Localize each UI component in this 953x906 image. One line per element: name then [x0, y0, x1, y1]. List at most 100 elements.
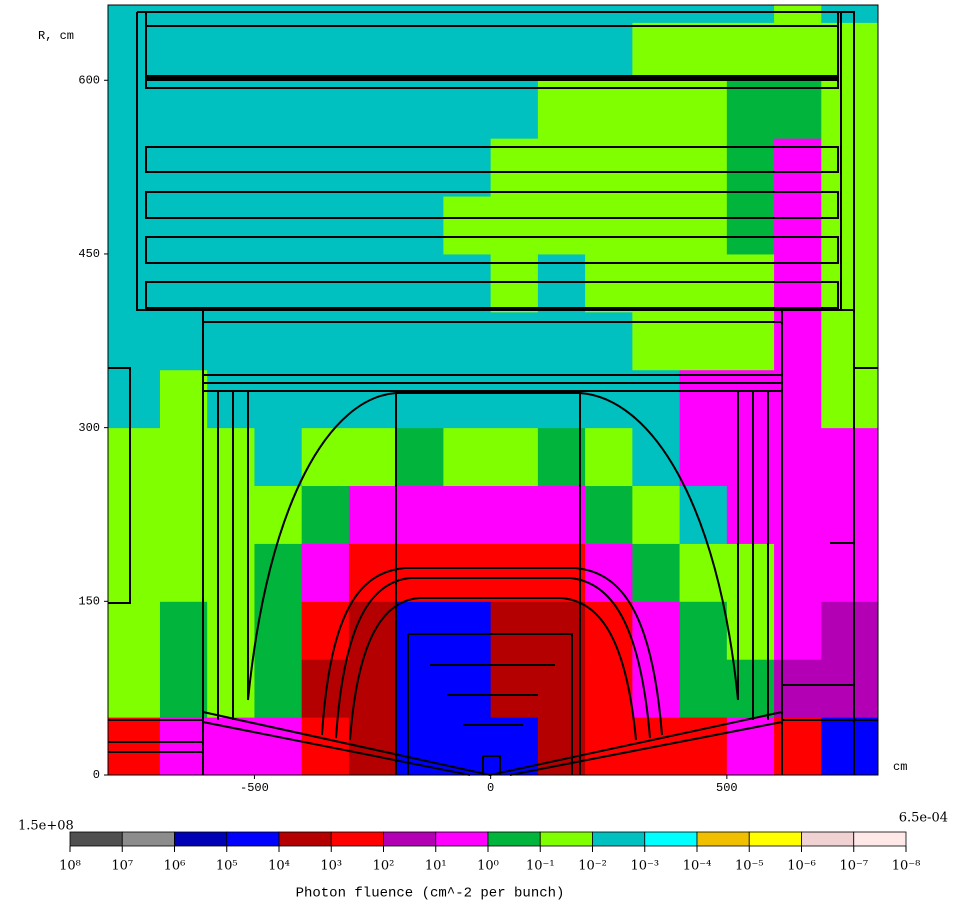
- colorbar: 1.5e+08 6.5e-04 Photon fluence (cm^-2 pe…: [18, 811, 948, 902]
- heatmap-cell: [160, 717, 208, 775]
- heatmap-cell: [585, 428, 633, 486]
- heatmap-cell: [538, 601, 586, 659]
- heatmap-cell: [302, 80, 350, 138]
- heatmap-cell: [108, 370, 160, 428]
- heatmap-cell: [727, 196, 775, 254]
- heatmap-cell: [396, 196, 444, 254]
- heatmap-cell: [680, 80, 728, 138]
- heatmap-cell: [491, 659, 539, 717]
- heatmap-cell: [302, 601, 350, 659]
- y-tick-label: 600: [78, 73, 100, 87]
- colorbar-tick-label: 10¹: [425, 859, 447, 874]
- heatmap-cell: [538, 80, 586, 138]
- heatmap-cell: [396, 543, 444, 601]
- colorbar-segment: [384, 832, 436, 846]
- y-tick-label: 450: [78, 247, 100, 261]
- y-tick-label: 0: [93, 768, 100, 782]
- x-tick-label: -500: [240, 781, 269, 795]
- heatmap-cell: [680, 312, 728, 370]
- colorbar-tick-label: 10⁻⁸: [892, 859, 921, 874]
- heatmap-cell: [821, 717, 878, 775]
- heatmap-cell: [585, 196, 633, 254]
- colorbar-tick-label: 10⁻⁵: [735, 859, 764, 874]
- heatmap-cell: [821, 196, 878, 254]
- colorbar-segment: [645, 832, 697, 846]
- heatmap-cell: [585, 486, 633, 544]
- colorbar-segment: [593, 832, 645, 846]
- colorbar-tick-label: 10⁻⁶: [787, 859, 816, 874]
- heatmap-cell: [396, 370, 444, 428]
- heatmap-cell: [396, 312, 444, 370]
- heatmap-cell: [160, 196, 208, 254]
- heatmap-cell: [160, 22, 208, 80]
- heatmap-cell: [108, 22, 160, 80]
- heatmap-cell: [108, 717, 160, 775]
- x-tick-label: 0: [487, 781, 494, 795]
- heatmap-cell: [680, 196, 728, 254]
- x-tick-label: 500: [716, 781, 738, 795]
- heatmap-cell: [302, 5, 350, 23]
- colorbar-tick-label: 10⁻⁴: [683, 859, 712, 874]
- heatmap-cell: [108, 428, 160, 486]
- colorbar-tick-label: 10⁷: [111, 859, 133, 874]
- heatmap-cell: [443, 80, 491, 138]
- heatmap-cell: [254, 312, 302, 370]
- heatmap-cell: [632, 5, 680, 23]
- colorbar-max-label: 1.5e+08: [18, 819, 74, 834]
- heatmap-cell: [632, 22, 680, 80]
- heatmap-cell: [396, 428, 444, 486]
- chart: R, cm cm 1.5e+08 6.5e-04 Photon fluence …: [0, 0, 953, 906]
- heatmap-cell: [160, 601, 208, 659]
- heatmap-cell: [727, 80, 775, 138]
- heatmap-cell: [443, 659, 491, 717]
- heatmap-cell: [108, 543, 160, 601]
- heatmap-cell: [443, 370, 491, 428]
- heatmap-cell: [160, 370, 208, 428]
- heatmap-cell: [108, 601, 160, 659]
- colorbar-segment: [70, 832, 122, 846]
- heatmap-cell: [160, 312, 208, 370]
- heatmap-cell: [585, 312, 633, 370]
- heatmap-cell: [632, 486, 680, 544]
- colorbar-tick-label: 10²: [373, 859, 395, 874]
- heatmap-cell: [680, 370, 728, 428]
- heatmap-cell: [680, 659, 728, 717]
- heatmap-cell: [443, 5, 491, 23]
- colorbar-segment: [436, 832, 488, 846]
- heatmap-cell: [349, 22, 397, 80]
- heatmap-cell: [108, 312, 160, 370]
- heatmap-cell: [821, 601, 878, 659]
- heatmap-cell: [254, 80, 302, 138]
- heatmap-cell: [491, 370, 539, 428]
- heatmap-cell: [632, 196, 680, 254]
- heatmap-cell: [491, 486, 539, 544]
- heatmap-cell: [774, 5, 822, 23]
- heatmap-cell: [585, 22, 633, 80]
- heatmap-cell: [491, 601, 539, 659]
- heatmap-cell: [821, 22, 878, 80]
- colorbar-min-label: 6.5e-04: [899, 811, 948, 826]
- colorbar-tick-label: 10⁻²: [578, 859, 607, 874]
- heatmap-cell: [632, 80, 680, 138]
- colorbar-tick-label: 10⁵: [216, 859, 238, 874]
- heatmap-cell: [821, 370, 878, 428]
- heatmap-cell: [254, 5, 302, 23]
- heatmap-cell: [108, 486, 160, 544]
- heatmap-cell: [302, 312, 350, 370]
- heatmap-cell: [680, 22, 728, 80]
- heatmap-cell: [160, 659, 208, 717]
- heatmap-cell: [254, 22, 302, 80]
- heatmap-cell: [538, 659, 586, 717]
- colorbar-tick-label: 10⁴: [268, 859, 290, 874]
- heatmap-cell: [632, 428, 680, 486]
- heatmap-cell: [538, 196, 586, 254]
- heatmap-cell: [443, 543, 491, 601]
- heatmap-cell: [821, 80, 878, 138]
- heatmap-cell: [632, 312, 680, 370]
- heatmap-cell: [538, 486, 586, 544]
- heatmap-cell: [680, 5, 728, 23]
- heatmap-cell: [254, 370, 302, 428]
- heatmap-cell: [821, 659, 878, 717]
- heatmap-cell: [538, 543, 586, 601]
- heatmap-cell: [727, 5, 775, 23]
